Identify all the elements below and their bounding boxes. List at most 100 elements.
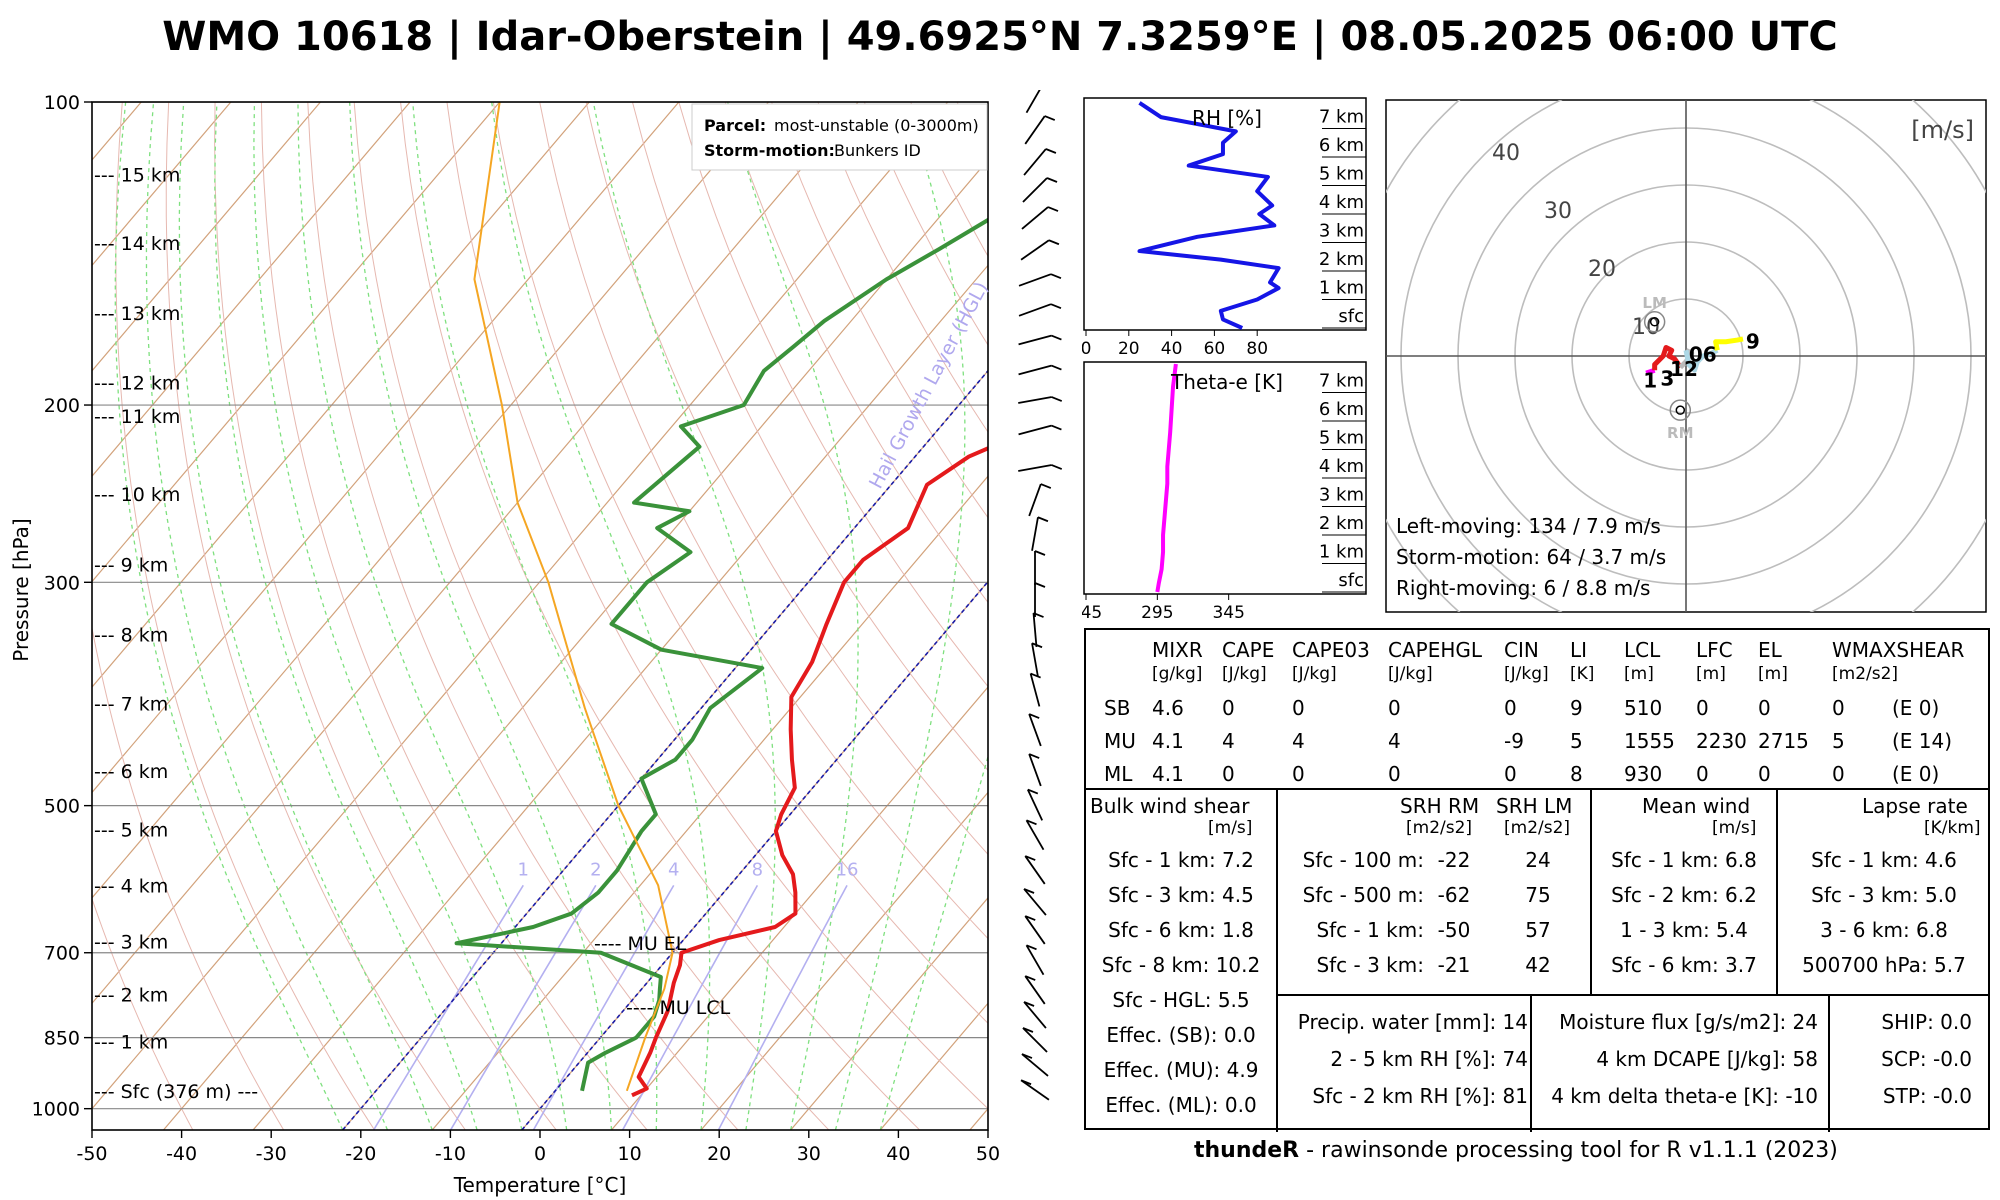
x-tick-label: 20	[707, 1143, 731, 1165]
param-row-label: MU	[1104, 729, 1136, 753]
param-unit: [J/kg]	[1504, 664, 1549, 684]
moist-adiabat	[178, 102, 433, 1130]
param-unit: [m]	[1624, 664, 1654, 684]
dry-adiabat	[400, 102, 921, 1130]
shear-row: Effec. (SB): 0.0	[1106, 1023, 1256, 1047]
srh-lm-value: 24	[1525, 848, 1551, 872]
skewt-frame	[91, 101, 989, 1131]
profile-line	[1155, 363, 1178, 593]
wind-barb	[1021, 206, 1059, 230]
mw-row: Sfc - 1 km: 6.8	[1611, 848, 1757, 872]
hgl-label: Hail Growth Layer (HGL)	[865, 278, 993, 492]
mixing-ratio-label: 16	[836, 859, 859, 880]
mixing-ratio-line	[372, 884, 524, 1130]
dry-adiabat	[353, 102, 830, 1130]
wind-barb	[1018, 424, 1062, 436]
isotherm	[163, 159, 988, 1130]
rm-marker	[1669, 399, 1692, 421]
height-label: --- 10 km	[94, 484, 180, 506]
param-header: EL	[1758, 638, 1782, 662]
hodo-height-label: 12	[1670, 357, 1698, 381]
x-tick-label: 245	[1082, 603, 1102, 623]
parameter-table: MIXR [g/kg] CAPE [J/kg] CAPE03 [J/kg] CAPEHGL[…	[1084, 628, 1990, 1132]
param-unit: [J/kg]	[1388, 664, 1433, 684]
moist-adiabat	[727, 102, 859, 1130]
wind-barb	[1018, 334, 1062, 346]
param-value: 0	[1222, 762, 1235, 786]
height-label: --- 7 km	[94, 694, 168, 716]
hodo-ring-label: 20	[1588, 257, 1616, 282]
wind-barb	[1028, 753, 1042, 787]
lapse-row: 500700 hPa: 5.7	[1802, 953, 1966, 977]
isotherm	[252, 264, 988, 1130]
dry-adiabat	[724, 102, 988, 604]
param-value: 930	[1624, 762, 1663, 786]
dry-adiabat	[214, 102, 557, 1130]
param-value: 0	[1388, 762, 1401, 786]
x-tick-label: 10	[618, 1143, 642, 1165]
shear-title: Bulk wind shear	[1090, 794, 1250, 818]
moist-adiabat	[214, 102, 478, 1130]
dry-adiabat	[446, 102, 988, 1110]
mixing-ratio-line	[449, 884, 597, 1130]
x-tick-label: -10	[435, 1143, 466, 1165]
dry-adiabat	[539, 102, 988, 940]
x-tick-label: 80	[1246, 339, 1268, 359]
dry-adiabat	[631, 102, 988, 772]
srh-row-label: Sfc - 100 m:	[1302, 848, 1424, 872]
hodo-height-label: 9	[1746, 330, 1760, 354]
profile-line	[1137, 101, 1281, 330]
dry-adiabat	[92, 625, 285, 1130]
isotherm	[92, 102, 501, 583]
height-label: --- 5 km	[94, 819, 168, 841]
dry-adiabat	[307, 102, 739, 1130]
moist-row: Sfc - 2 km RH [%]: 81	[1312, 1084, 1528, 1108]
param-value: 0	[1832, 762, 1845, 786]
moist-adiabat	[879, 754, 988, 1130]
param-value: -9	[1504, 729, 1524, 753]
wind-barb	[1025, 90, 1041, 114]
height-label: --- 6 km	[94, 761, 168, 783]
moist-adiabat	[145, 102, 389, 1130]
series-parcel	[473, 102, 674, 1092]
param-unit: [g/kg]	[1152, 664, 1203, 684]
param-value: (E 0)	[1892, 762, 1940, 786]
srh-unit-lm: [m2/s2]	[1504, 818, 1571, 838]
param-value: 0	[1758, 762, 1771, 786]
param-value: 4.6	[1152, 696, 1184, 720]
shear-row: Sfc - HGL: 5.5	[1112, 988, 1250, 1012]
wind-barb	[1025, 944, 1045, 976]
hodo-height-label: 06	[1689, 343, 1717, 367]
isotherm	[92, 102, 859, 1005]
series-temperature	[631, 446, 988, 1098]
isotherm	[92, 102, 769, 899]
srh-rm-value: -62	[1437, 883, 1471, 907]
moist-row: Precip. water [mm]: 14	[1297, 1010, 1528, 1034]
isotherm	[790, 896, 988, 1130]
mu-el-label: ---- MU EL	[594, 933, 687, 955]
param-value: 5	[1832, 729, 1845, 753]
footer: thundeR - rawinsonde processing tool for…	[1084, 1138, 2000, 1163]
height-label: 5 km	[1319, 164, 1364, 185]
height-label: --- 12 km	[94, 373, 180, 395]
dry-adiabat	[115, 102, 375, 1130]
lapse-row: Sfc - 1 km: 4.6	[1811, 848, 1957, 872]
x-tick-label: 20	[1118, 339, 1140, 359]
height-label: sfc	[1338, 570, 1364, 591]
mixing-ratio-label: 2	[590, 859, 601, 880]
param-value: 0	[1758, 696, 1771, 720]
wind-barb	[1018, 396, 1063, 404]
mixing-ratio-line	[532, 884, 675, 1130]
height-label: 3 km	[1319, 485, 1364, 506]
srh-lm-value: 42	[1525, 953, 1551, 977]
rh-label: RH [%]	[1192, 106, 1262, 130]
x-tick-label: 345	[1212, 603, 1244, 623]
param-value: 0	[1832, 696, 1845, 720]
height-label: 4 km	[1319, 456, 1364, 477]
wind-barb	[1021, 1053, 1049, 1077]
lm-marker	[1643, 311, 1666, 333]
chart-title: WMO 10618 | Idar-Oberstein | 49.6925°N 7…	[162, 14, 1838, 60]
height-label: --- 4 km	[94, 875, 168, 897]
series-dewpoint	[454, 217, 988, 1092]
hodo-height-label: 3	[1660, 367, 1674, 391]
